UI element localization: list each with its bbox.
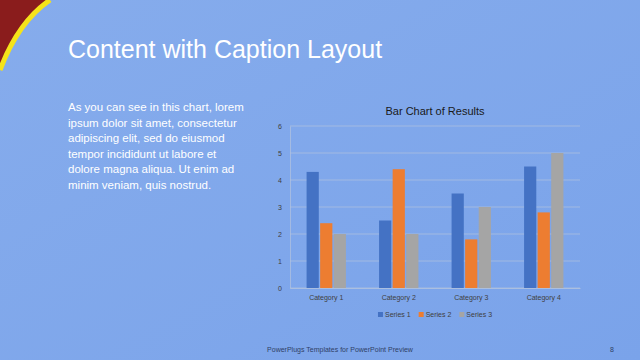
x-axis: Category 1 Category 2 Category 3 Category 4 [291, 289, 581, 302]
background [0, 0, 640, 360]
bar [452, 194, 464, 289]
grid-line [290, 126, 580, 127]
x-tick: Category 3 [454, 294, 488, 302]
x-tick: Category 4 [527, 294, 561, 302]
bar [465, 239, 477, 288]
grid-line [290, 180, 580, 181]
bar [406, 234, 418, 288]
slide: Content with Caption Layout As you can se… [0, 0, 640, 360]
legend-swatch [459, 312, 464, 317]
corner-shape [0, 0, 50, 70]
y-tick: 0 [278, 285, 290, 292]
caption-line: adipiscing elit, sed do eiusmod [68, 132, 225, 144]
y-tick-label: 6 [278, 123, 282, 130]
legend-item: Series 1 [378, 311, 411, 318]
series [320, 169, 550, 288]
series [307, 167, 537, 289]
x-tick-label: Category 4 [527, 294, 561, 302]
y-tick-label: 5 [278, 150, 282, 157]
x-axis-line [291, 288, 581, 289]
y-tick-label: 0 [278, 285, 282, 292]
caption-line: ipsum dolor sit amet, consectetur [68, 117, 237, 129]
caption-line: As you can see in this chart, lorem [68, 101, 244, 113]
y-tick-label: 4 [278, 177, 282, 184]
series [334, 153, 564, 288]
slide-title: Content with Caption Layout [68, 35, 382, 63]
page-number: 8 [610, 346, 614, 353]
bar [307, 172, 319, 288]
legend-label: Series 2 [426, 311, 452, 318]
y-tick: 1 [278, 258, 290, 265]
y-tick: 5 [278, 150, 290, 157]
chart-title: Bar Chart of Results [385, 105, 485, 117]
bar [524, 167, 536, 289]
caption: As you can see in this chart, lorem ipsum… [68, 101, 244, 191]
grid-line [290, 153, 580, 154]
y-tick: 3 [278, 204, 290, 211]
y-axis: 0 1 2 3 4 5 6 [278, 123, 290, 292]
legend-swatch [419, 312, 424, 317]
legend-label: Series 3 [466, 311, 492, 318]
x-tick: Category 2 [382, 294, 416, 302]
y-axis-line [290, 127, 291, 289]
footer: PowerPlugs Templates for PowerPoint Prev… [267, 346, 414, 354]
grid-line [290, 261, 580, 262]
x-tick-label: Category 2 [382, 294, 416, 302]
bar [551, 153, 563, 288]
y-tick-label: 3 [278, 204, 282, 211]
bars [307, 153, 564, 288]
y-tick-label: 2 [278, 231, 282, 238]
y-tick-label: 1 [278, 258, 282, 265]
caption-line: dolore magna aliqua. Ut enim ad [68, 163, 234, 175]
grid-line [290, 288, 580, 289]
legend-swatch [378, 312, 383, 317]
y-tick: 4 [278, 177, 290, 184]
legend-item: Series 2 [419, 311, 452, 318]
caption-line: tempor incididunt ut labore et [68, 148, 217, 160]
y-tick: 2 [278, 231, 290, 238]
bar [479, 207, 491, 288]
bar [320, 223, 332, 288]
grid-line [290, 234, 580, 235]
legend-item: Series 3 [459, 311, 492, 318]
bar [379, 221, 391, 289]
chart: Bar Chart of Results0123456Category 1Cat… [278, 105, 580, 318]
x-tick: Category 1 [309, 294, 343, 302]
caption-line: minim veniam, quis nostrud. [68, 179, 211, 191]
x-tick-label: Category 3 [454, 294, 488, 302]
bar [334, 234, 346, 288]
bar [393, 169, 405, 288]
bar [538, 212, 550, 288]
legend: Series 1 Series 2 Series 3 [378, 311, 492, 318]
grid [290, 126, 580, 288]
grid-line [290, 207, 580, 208]
y-tick: 6 [278, 123, 290, 130]
corner-stripe [0, 0, 50, 70]
legend-label: Series 1 [385, 311, 411, 318]
x-tick-label: Category 1 [309, 294, 343, 302]
